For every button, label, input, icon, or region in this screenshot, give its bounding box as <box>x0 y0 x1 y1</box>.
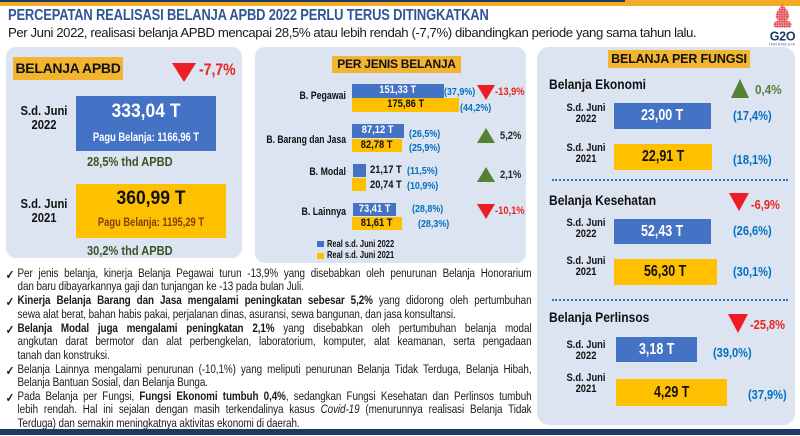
svg-text:INDONESIA: INDONESIA <box>769 42 795 46</box>
svg-text:G2O: G2O <box>770 30 796 44</box>
